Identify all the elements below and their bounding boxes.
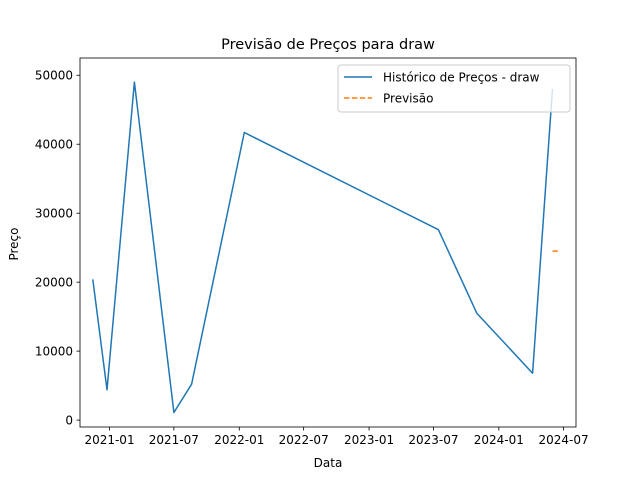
legend-box (337, 64, 571, 113)
y-tick-label: 50000 (35, 69, 73, 83)
x-tick-label: 2022-07 (279, 433, 329, 447)
plot-frame (79, 57, 577, 428)
y-tick-label: 20000 (35, 276, 73, 290)
y-tick-label: 40000 (35, 138, 73, 152)
y-tick-label: 0 (65, 414, 73, 428)
chart-title: Previsão de Preços para draw (221, 37, 435, 53)
y-tick-label: 10000 (35, 345, 73, 359)
plot-content (92, 81, 558, 414)
x-tick-label: 2022-01 (214, 433, 264, 447)
legend-label-1: Previsão (383, 92, 433, 106)
x-tick-label: 2023-07 (408, 433, 458, 447)
x-tick-label: 2023-01 (344, 433, 394, 447)
series-line-0 (92, 81, 554, 414)
x-tick-label: 2024-07 (538, 433, 588, 447)
axes: 2021-01 2021-07 2022-01 2022-07 2023-01 2023-… (35, 57, 589, 447)
y-axis-label: Preço (7, 227, 21, 260)
y-tick-label: 30000 (35, 207, 73, 221)
x-axis-label: Data (314, 456, 343, 470)
legend-label-0: Histórico de Preços - draw (383, 71, 540, 85)
legend: Histórico de Preços - draw Previsão (337, 64, 571, 113)
x-tick-label: 2021-01 (84, 433, 134, 447)
x-tick-label: 2021-07 (149, 433, 199, 447)
x-tick-label: 2024-01 (474, 433, 524, 447)
